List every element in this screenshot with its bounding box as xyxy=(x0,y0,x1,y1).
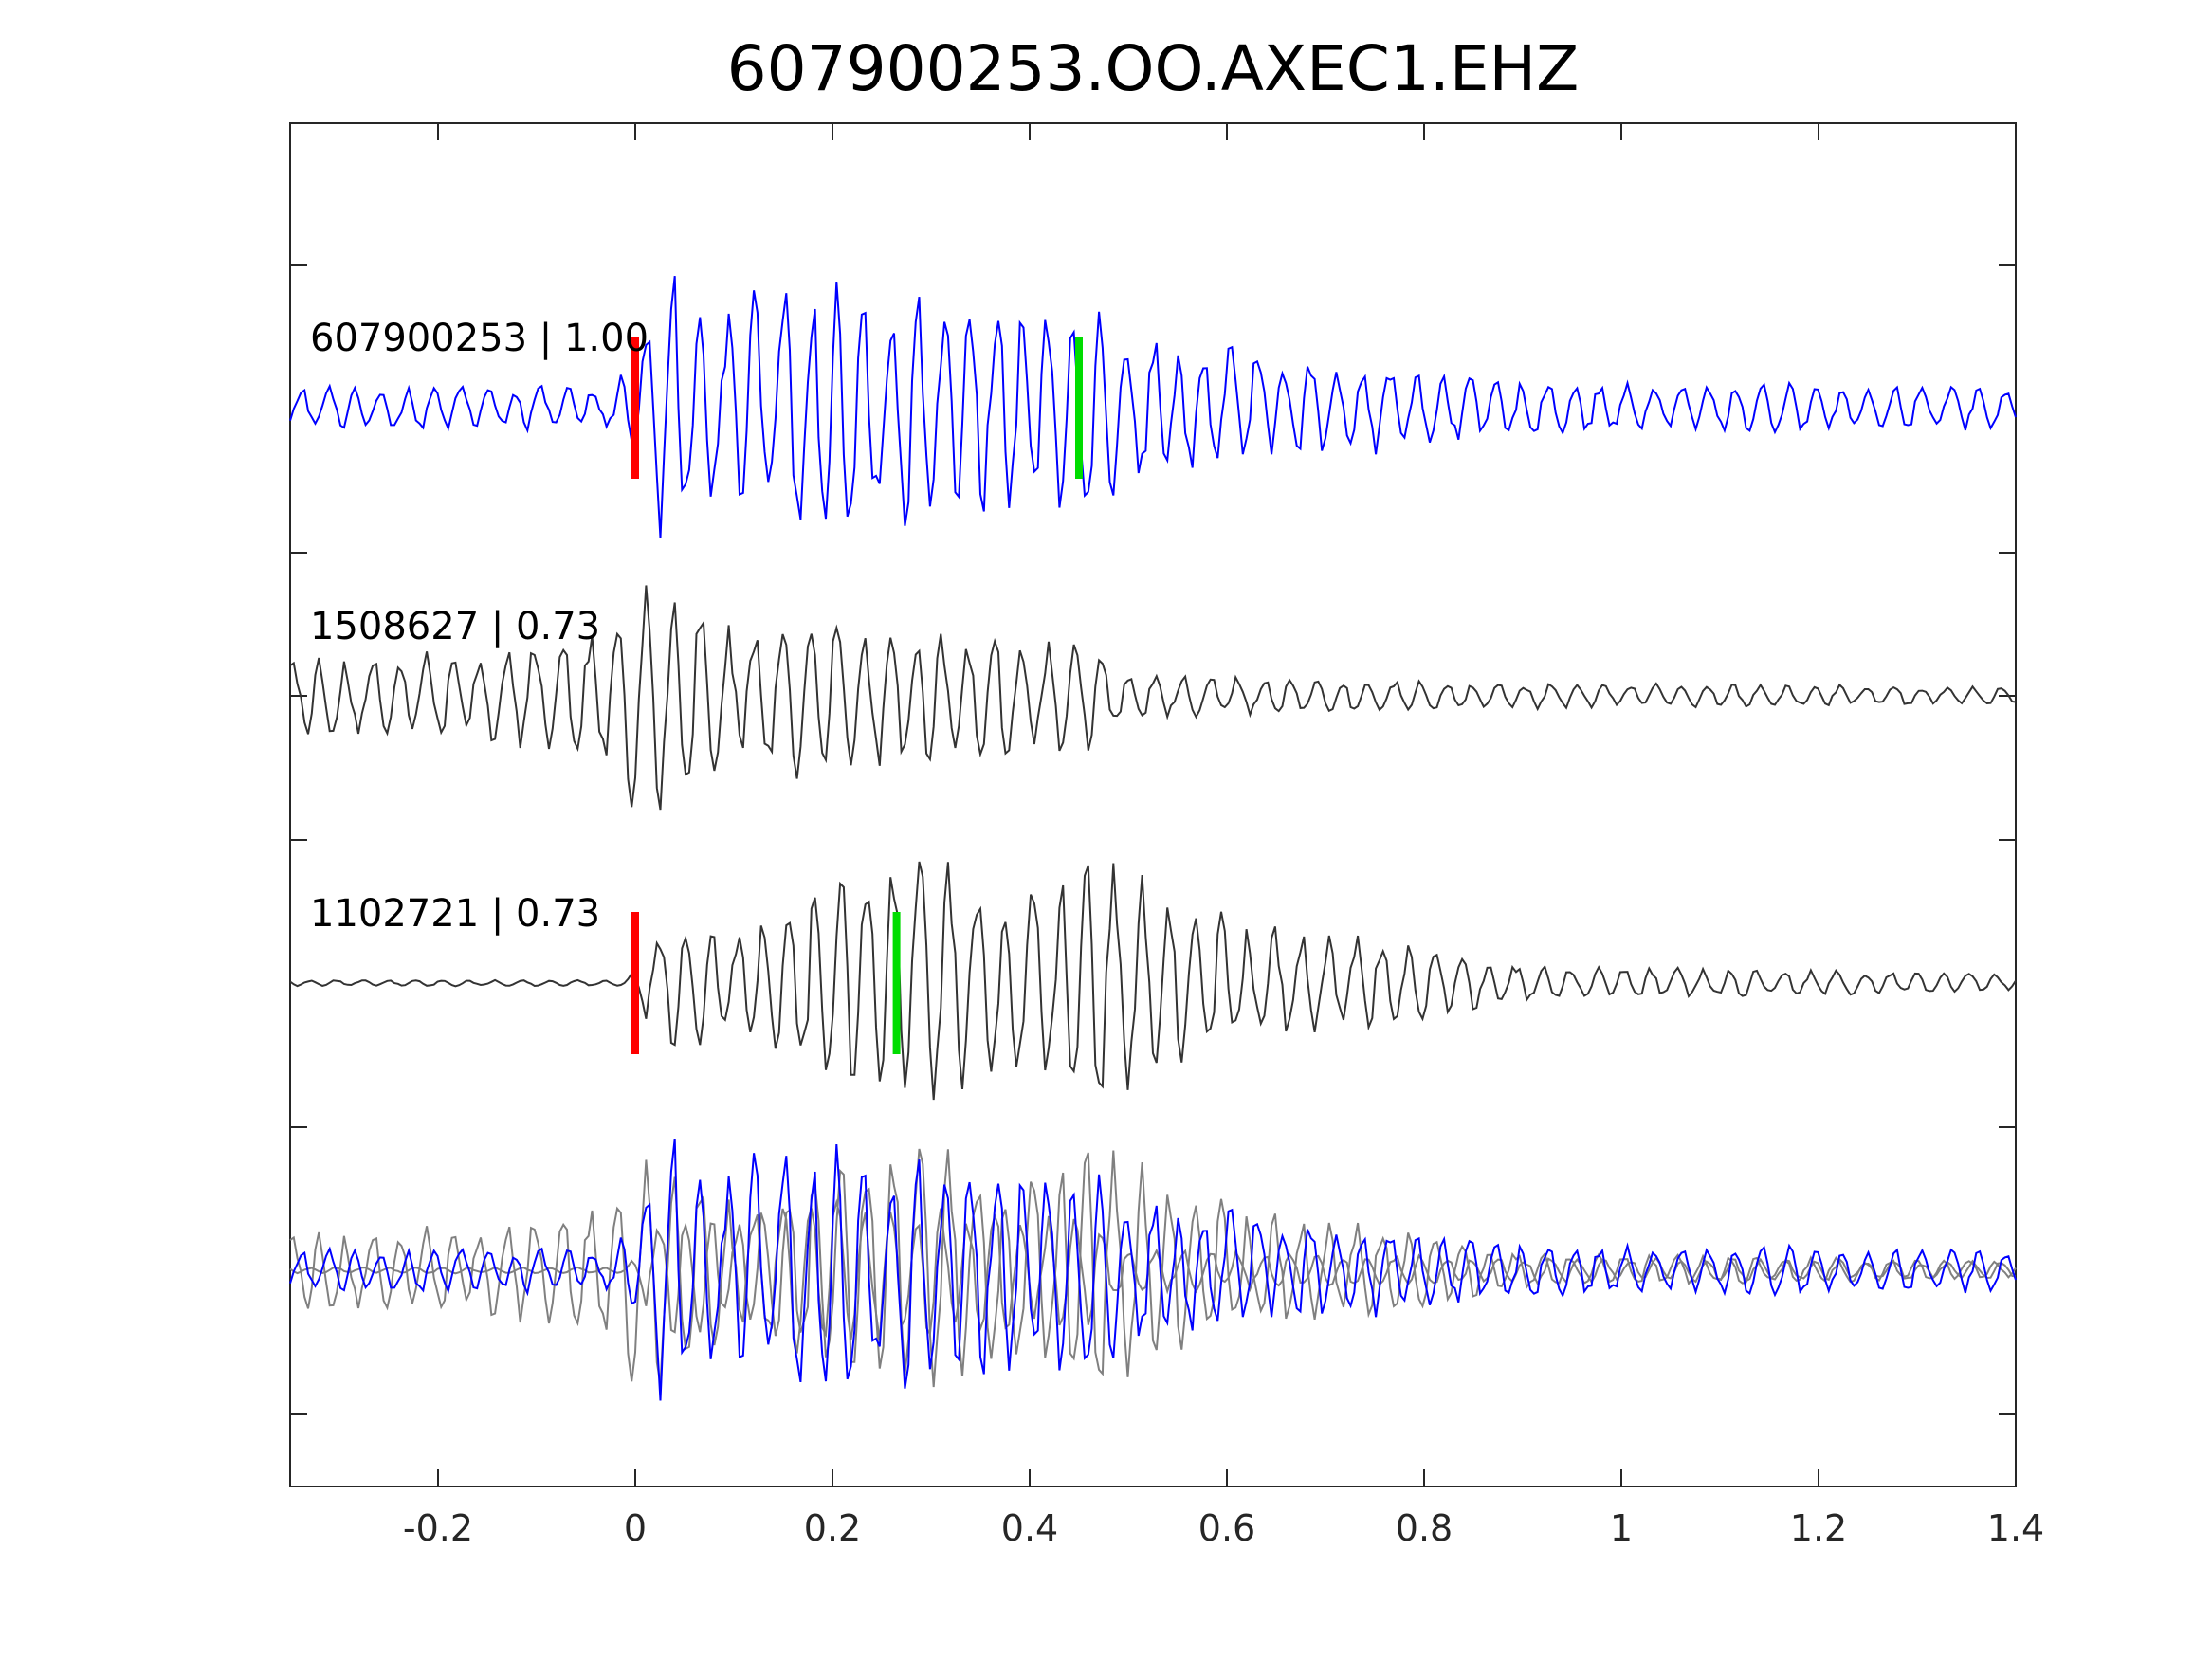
x-tick-label: 0 xyxy=(624,1507,647,1549)
x-tick-label: 1 xyxy=(1610,1507,1633,1549)
overlay-trace-2 xyxy=(289,1159,2017,1385)
x-tick-label: 1.2 xyxy=(1790,1507,1847,1549)
x-tick-label: -0.2 xyxy=(403,1507,473,1549)
axis-ticks xyxy=(290,123,2017,1486)
plot-area-frame xyxy=(289,122,2017,1487)
chart-title: 607900253.OO.AXEC1.EHZ xyxy=(727,32,1580,105)
x-tick-label: 0.4 xyxy=(1001,1507,1058,1549)
trace-2 xyxy=(289,585,2017,811)
overlay-trace-1 xyxy=(289,1138,2017,1401)
x-tick-label: 0.8 xyxy=(1396,1507,1453,1549)
waveform-traces xyxy=(289,275,2017,1401)
trace-label-2: 1508627 | 0.73 xyxy=(310,605,600,648)
phase-picks xyxy=(631,337,1083,1054)
x-tick-label: 1.4 xyxy=(1987,1507,2044,1549)
trace-3 xyxy=(289,861,2017,1101)
trace-1 xyxy=(289,275,2017,538)
x-tick-label: 0.6 xyxy=(1198,1507,1255,1549)
trace-label-1: 607900253 | 1.00 xyxy=(310,317,649,360)
trace-labels: 607900253 | 1.00 1508627 | 0.73 1102721 | … xyxy=(310,317,649,936)
x-tick-labels: -0.2 0 0.2 0.4 0.6 0.8 1 1.2 1.4 xyxy=(403,1507,2044,1549)
overlay-trace-3 xyxy=(289,1148,2017,1388)
x-tick-label: 0.2 xyxy=(804,1507,861,1549)
trace-label-3: 1102721 | 0.73 xyxy=(310,892,600,936)
